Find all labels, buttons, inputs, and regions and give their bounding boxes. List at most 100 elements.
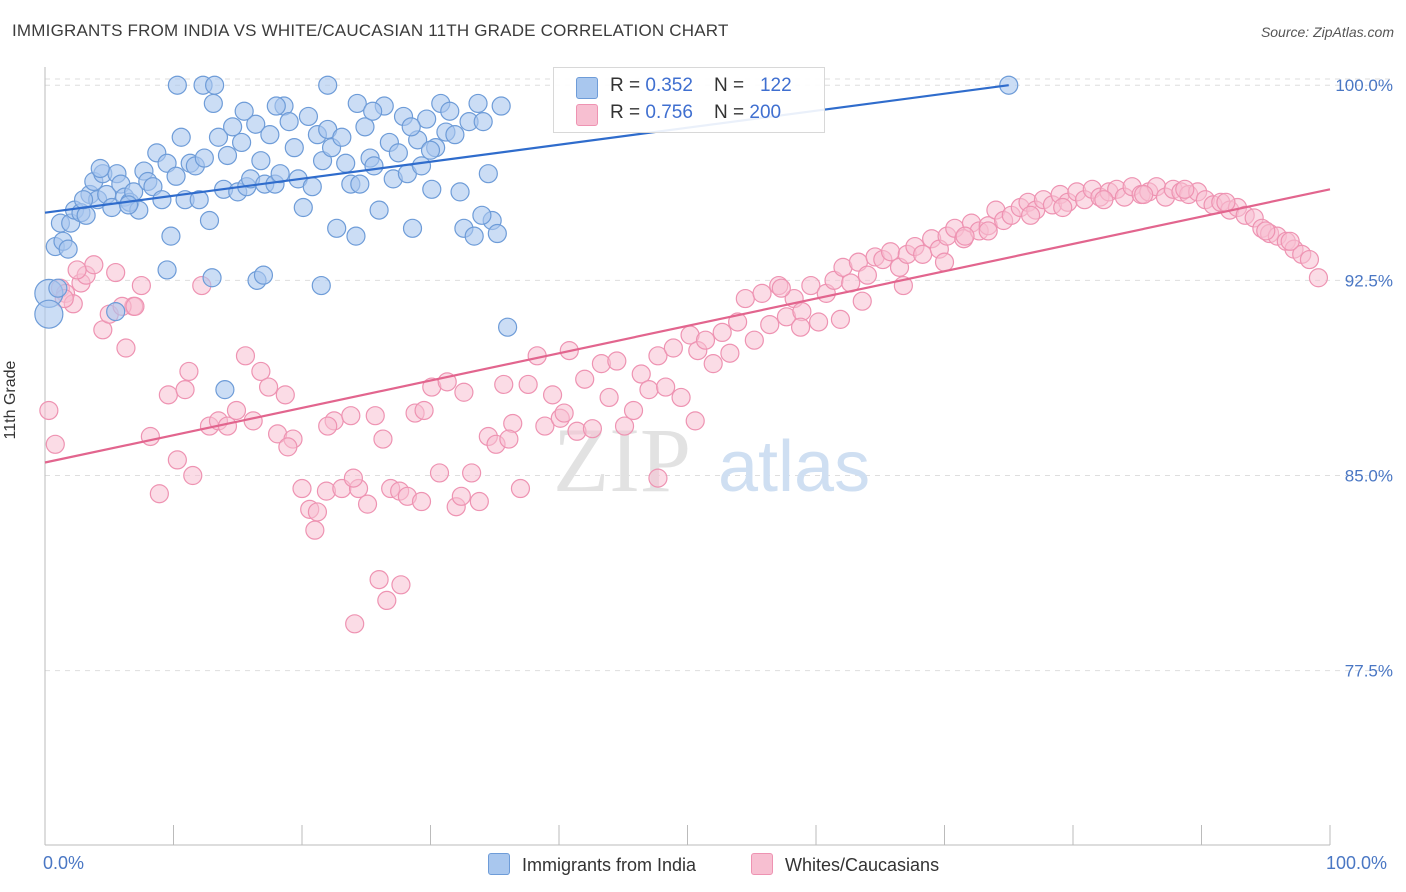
whites-caucasians-point (801, 275, 821, 296)
legend-text-whites: R = 0.756 N = 200 (610, 102, 781, 124)
immigrants-from-india-point (332, 127, 352, 147)
legend-r-value-whites: 0.756 (645, 102, 693, 123)
grid-lines (45, 78, 1395, 672)
whites-caucasians-point (243, 411, 263, 431)
source-label: Source: ZipAtlas.com (1260, 24, 1394, 40)
whites-caucasians-point (663, 338, 683, 358)
legend-n-label: N = (714, 75, 750, 96)
immigrants-from-india-point (208, 127, 229, 147)
whites-caucasians-point (735, 288, 755, 309)
whites-caucasians-point (752, 283, 772, 303)
immigrants-from-india-point (312, 151, 333, 171)
immigrants-from-india-point (266, 96, 286, 116)
immigrants-from-india-point (402, 218, 423, 238)
whites-caucasians-point (429, 463, 450, 483)
whites-caucasians-point (808, 312, 829, 332)
whites-caucasians-point (1053, 197, 1073, 218)
immigrants-from-india-point (422, 179, 442, 199)
immigrants-from-india-point (468, 93, 488, 114)
immigrants-from-india-point (189, 190, 209, 210)
whites-caucasians-point (469, 491, 489, 512)
whites-caucasians-point (1299, 249, 1320, 270)
whites-caucasians-point (140, 426, 160, 447)
watermark-atlas: atlas (718, 427, 870, 507)
x-tick-label-min: 0.0% (43, 853, 85, 873)
immigrants-from-india-point (417, 109, 437, 129)
whites-caucasians-point (1256, 221, 1276, 241)
legend-n-value-whites: 200 (749, 102, 782, 123)
whites-caucasians-point (648, 346, 668, 366)
whites-caucasians-point (631, 364, 651, 384)
whites-caucasians-point (1280, 231, 1300, 251)
immigrants-from-india-point (311, 275, 331, 296)
immigrants-from-india-point (279, 112, 299, 132)
bottom-legend-label-india: Immigrants from India (522, 855, 697, 875)
chart-title: IMMIGRANTS FROM INDIA VS WHITE/CAUCASIAN… (12, 21, 729, 40)
immigrants-from-india-point (445, 125, 465, 145)
whites-caucasians-point (454, 382, 474, 402)
whites-caucasians-point (414, 400, 434, 421)
whites-caucasians-point (451, 486, 471, 506)
whites-caucasians-point (149, 484, 169, 504)
immigrants-from-india-point (232, 132, 252, 153)
whites-caucasians-point (554, 403, 574, 423)
bottom-legend-india: Immigrants from India (488, 853, 696, 876)
whites-caucasians-point (695, 330, 716, 350)
immigrants-from-india-point (440, 101, 460, 121)
immigrants-from-india-point (491, 96, 511, 116)
y-tick-label: 85.0% (1345, 467, 1393, 486)
whites-caucasians-point (852, 291, 872, 311)
whites-caucasians-point (462, 463, 482, 483)
immigrants-from-india-point (106, 301, 126, 322)
whites-caucasians-points (39, 177, 1329, 634)
immigrants-from-india-trend-line (44, 84, 1009, 214)
immigrants-from-india-point (464, 226, 484, 246)
whites-caucasians-point (251, 361, 271, 382)
whites-caucasians-point (373, 429, 393, 449)
immigrants-from-india-point (293, 197, 313, 218)
whites-caucasians-point (599, 387, 619, 408)
y-tick-label: 92.5% (1345, 271, 1393, 290)
bottom-legend-swatch-india (488, 853, 510, 875)
immigrants-from-india-point (318, 75, 338, 95)
immigrants-from-india-point (157, 260, 177, 280)
whites-caucasians-point (292, 478, 312, 499)
immigrants-from-india-point (253, 265, 274, 285)
legend-text-india: R = 0.352 N = 122 (610, 75, 792, 97)
whites-caucasians-point (913, 244, 933, 264)
whites-caucasians-point (343, 468, 363, 488)
whites-caucasians-point (39, 400, 59, 421)
immigrants-from-india-point (450, 182, 470, 202)
whites-caucasians-point (226, 400, 247, 421)
immigrants-from-india-point (498, 317, 518, 337)
trend-lines (44, 84, 1331, 464)
whites-caucasians-point (720, 343, 740, 363)
y-tick-labels: 100.0% 92.5% 85.0% 77.5% (1335, 76, 1393, 680)
immigrants-from-india-point (246, 114, 266, 134)
whites-caucasians-point (830, 309, 851, 329)
whites-caucasians-point (106, 262, 126, 283)
whites-caucasians-point (771, 278, 791, 298)
whites-caucasians-point (728, 312, 748, 332)
whites-caucasians-point (357, 494, 378, 514)
immigrants-from-india-point (152, 190, 172, 210)
whites-caucasians-point (656, 377, 676, 397)
immigrants-from-india-point (217, 145, 238, 166)
whites-caucasians-point (307, 502, 328, 522)
whites-caucasians-point (391, 575, 411, 595)
whites-caucasians-point (411, 491, 432, 512)
whites-caucasians-point (131, 275, 151, 296)
whites-caucasians-point (45, 434, 65, 454)
legend-swatch-india (576, 77, 598, 99)
whites-caucasians-point (167, 450, 187, 470)
whites-caucasians-point (258, 377, 279, 397)
immigrants-from-india-point (336, 153, 356, 173)
stats-legend: R = 0.352 N = 122 R = 0.756 N = 200 (553, 67, 825, 133)
whites-caucasians-point (760, 314, 780, 335)
whites-caucasians-point (67, 260, 87, 280)
whites-caucasians-point (1020, 205, 1041, 225)
whites-caucasians-point (275, 385, 295, 405)
immigrants-from-india-point (472, 205, 492, 225)
whites-caucasians-point (116, 338, 136, 358)
